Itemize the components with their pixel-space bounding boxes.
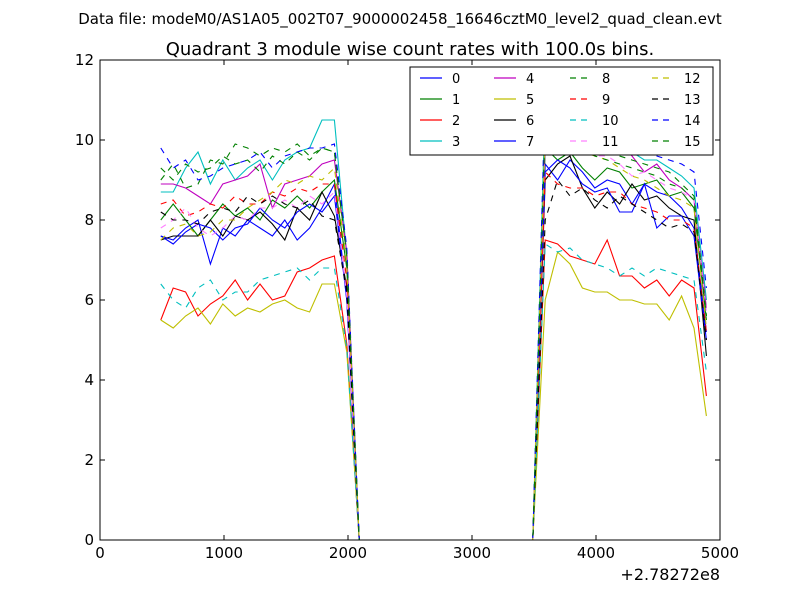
legend-frame: [409, 66, 714, 156]
y-tick-label: 12: [75, 51, 94, 69]
x-tick-label: 0: [95, 544, 105, 562]
series-9-line: [160, 170, 707, 541]
legend-label-2: 2: [452, 114, 460, 129]
y-tick-label: 4: [84, 371, 94, 389]
series-13-line: [160, 178, 707, 541]
series-10-line: [160, 243, 707, 541]
y-tick-label: 10: [75, 131, 94, 149]
legend-label-6: 6: [526, 114, 534, 129]
legend-label-9: 9: [602, 93, 610, 108]
y-tick-label: 0: [84, 531, 94, 549]
x-offset-label: +2.78272e8: [620, 565, 720, 584]
x-tick-label: 2000: [329, 544, 367, 562]
legend-label-3: 3: [452, 135, 460, 150]
legend-label-15: 15: [684, 135, 701, 150]
series-12-line: [160, 127, 707, 541]
x-tick-label: 5000: [701, 544, 739, 562]
y-tick-label: 2: [84, 451, 94, 469]
legend-label-5: 5: [526, 93, 534, 108]
legend-label-12: 12: [684, 72, 701, 87]
legend-label-7: 7: [526, 135, 534, 150]
series-15-line: [160, 122, 707, 541]
legend-label-10: 10: [602, 114, 619, 129]
legend-label-4: 4: [526, 72, 534, 87]
series-layer: [160, 91, 707, 541]
legend-label-14: 14: [684, 114, 701, 129]
legend-label-11: 11: [602, 135, 619, 150]
legend-label-0: 0: [452, 72, 460, 87]
x-tick-label: 4000: [577, 544, 615, 562]
chart-suptitle: Data file: modeM0/AS1A05_002T07_90000024…: [78, 10, 722, 29]
y-tick-label: 8: [84, 211, 94, 229]
series-11-line: [160, 135, 707, 541]
y-tick-label: 6: [84, 291, 94, 309]
series-14-line: [160, 91, 707, 541]
x-tick-label: 3000: [453, 544, 491, 562]
legend-label-8: 8: [602, 72, 610, 87]
chart-title: Quadrant 3 module wise count rates with …: [166, 39, 655, 60]
legend-label-13: 13: [684, 93, 701, 108]
series-5-line: [160, 250, 707, 541]
x-tick-label: 1000: [205, 544, 243, 562]
legend-label-1: 1: [452, 93, 460, 108]
